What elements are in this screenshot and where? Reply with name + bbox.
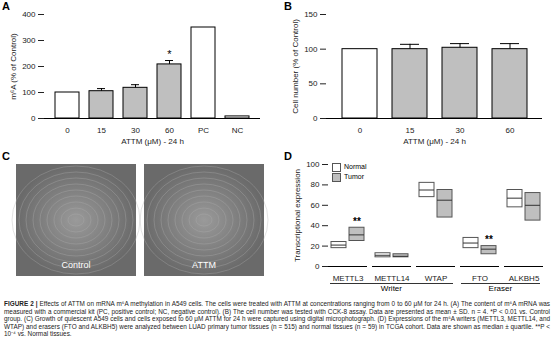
html-text:Eraser: Eraser (488, 284, 513, 293)
svg-text:60: 60 (506, 126, 515, 135)
html-text:B: B (284, 0, 292, 12)
svg-text:100: 100 (306, 160, 320, 169)
svg-text:60: 60 (165, 126, 174, 135)
svg-text:200: 200 (22, 62, 36, 71)
html-text:Tumor: Tumor (344, 173, 364, 180)
svg-text:METTL14: METTL14 (374, 274, 410, 283)
svg-text:60: 60 (311, 201, 320, 210)
svg-text:30: 30 (456, 126, 465, 135)
html-text:D: D (284, 150, 292, 162)
svg-text:**: ** (485, 234, 493, 245)
html-text:Writer: Writer (380, 284, 402, 293)
svg-text:100: 100 (22, 88, 36, 97)
svg-text:100: 100 (304, 45, 318, 54)
svg-text:Cell number (% of Control): Cell number (% of Control) (291, 19, 300, 114)
svg-text:0: 0 (313, 114, 318, 123)
svg-text:15: 15 (406, 126, 415, 135)
svg-text:NC: NC (232, 126, 244, 135)
svg-text:Transcriptional expression: Transcriptional expression (293, 169, 302, 262)
svg-text:m⁶A (% of Control): m⁶A (% of Control) (9, 33, 18, 100)
html-text:Normal: Normal (344, 163, 367, 170)
svg-text:15: 15 (97, 126, 106, 135)
svg-text:50: 50 (309, 79, 318, 88)
svg-text:PC: PC (198, 126, 209, 135)
svg-text:WTAP: WTAP (425, 274, 448, 283)
svg-text:300: 300 (22, 36, 36, 45)
svg-text:METTL3: METTL3 (333, 274, 364, 283)
svg-text:ATTM: ATTM (192, 260, 216, 270)
svg-text:0: 0 (315, 262, 320, 271)
svg-text:30: 30 (131, 126, 140, 135)
svg-text:80: 80 (311, 180, 320, 189)
svg-text:0: 0 (31, 114, 36, 123)
svg-text:FTO: FTO (472, 274, 488, 283)
svg-text:400: 400 (22, 10, 36, 19)
svg-text:Control: Control (61, 260, 90, 270)
svg-text:0: 0 (65, 126, 70, 135)
svg-text:ATTM (μM) - 24 h: ATTM (μM) - 24 h (403, 137, 466, 146)
svg-text:**: ** (353, 216, 361, 227)
html-text:FIGURE 2 | Effects of ATTM on: FIGURE 2 | Effects of ATTM on mRNA m⁶A m… (4, 300, 550, 338)
svg-text:0: 0 (358, 126, 363, 135)
svg-text:*: * (167, 48, 172, 60)
html-text:C: C (2, 150, 10, 162)
svg-text:20: 20 (311, 242, 320, 251)
svg-text:150: 150 (304, 10, 318, 19)
html-text:A: A (2, 0, 10, 12)
svg-text:40: 40 (311, 221, 320, 230)
svg-text:ATTM (μM) - 24 h: ATTM (μM) - 24 h (121, 137, 184, 146)
svg-text:ALKBH5: ALKBH5 (509, 274, 540, 283)
